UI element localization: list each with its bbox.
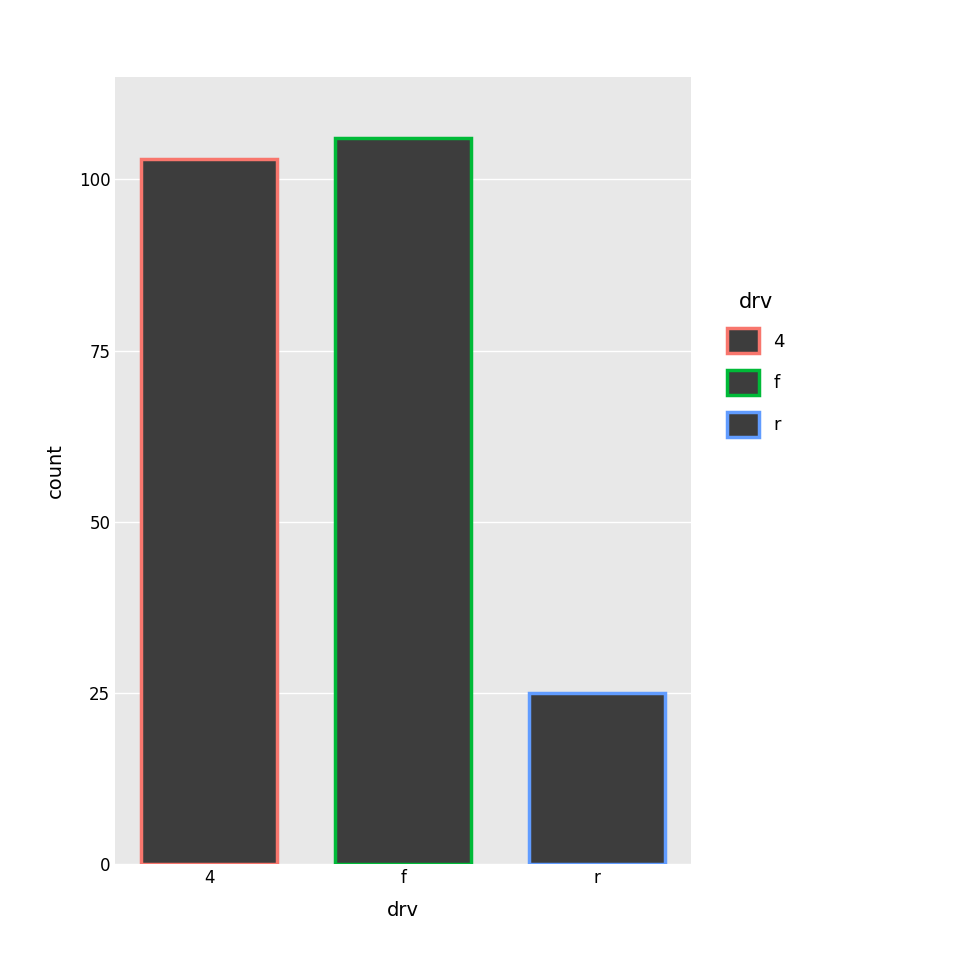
X-axis label: drv: drv [387, 900, 420, 920]
Legend: 4, f, r: 4, f, r [717, 282, 794, 446]
Bar [141, 159, 277, 864]
Bar [335, 138, 471, 864]
Y-axis label: count: count [46, 443, 65, 498]
Bar [529, 693, 665, 864]
